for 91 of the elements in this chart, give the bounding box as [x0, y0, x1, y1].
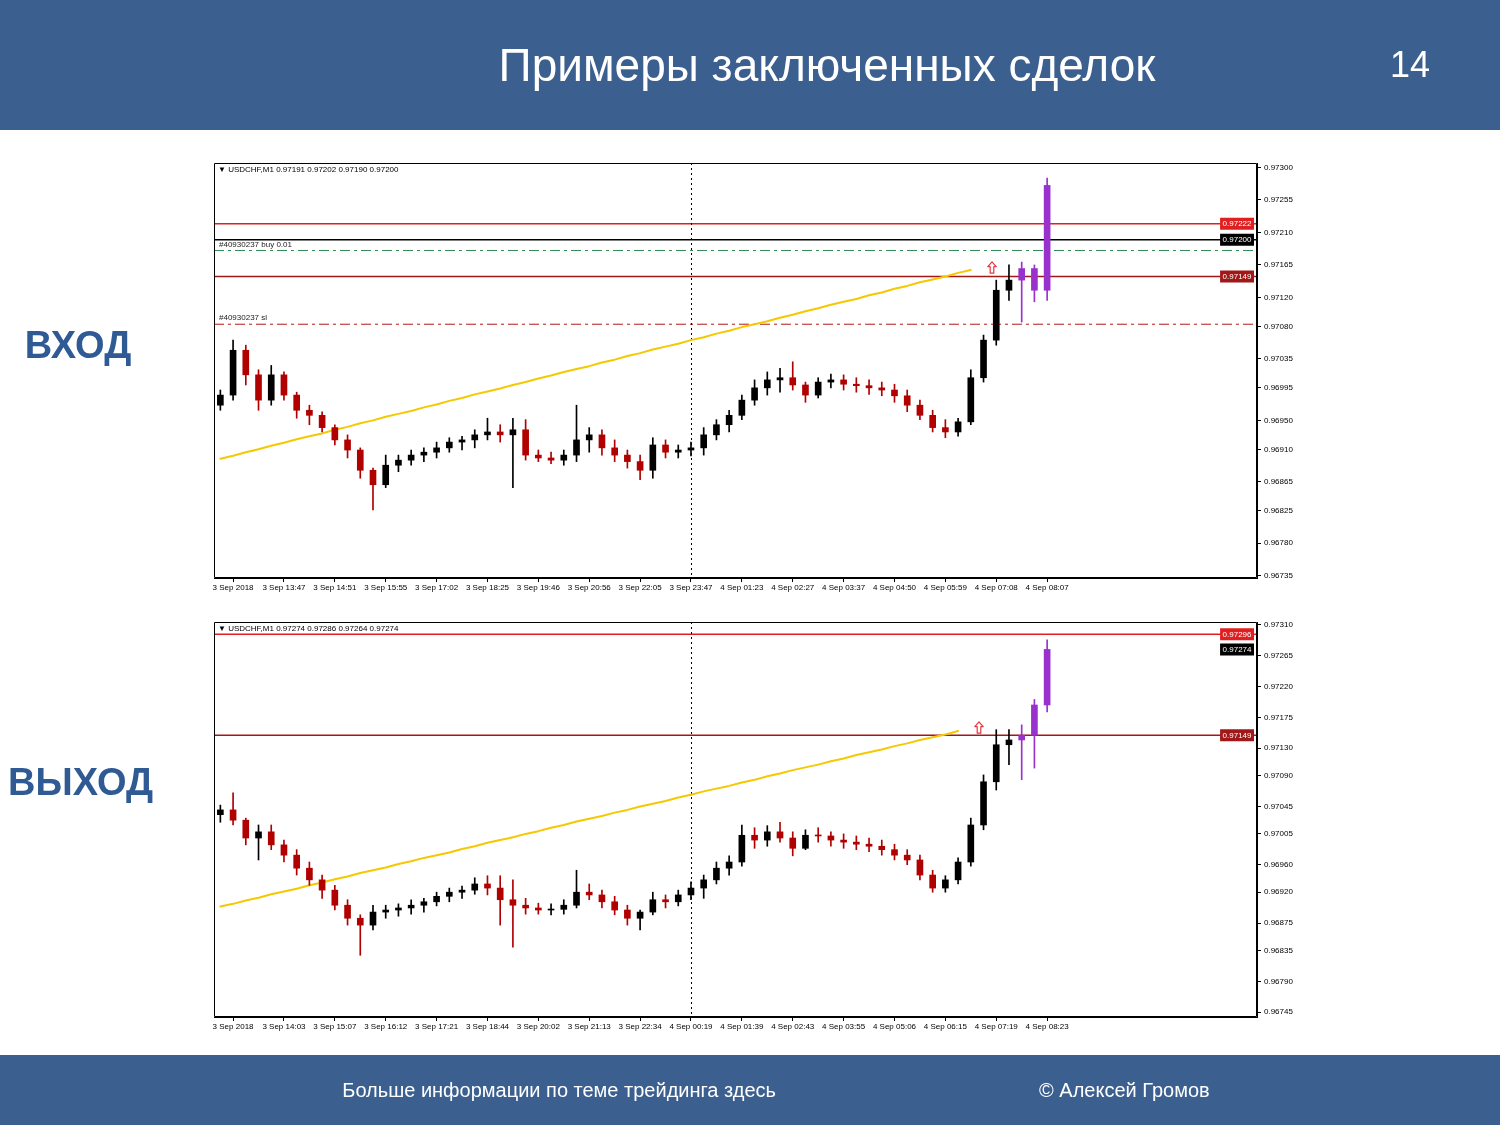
x-tick-label: 4 Sep 02:27: [771, 583, 815, 592]
text: Примеры заключенных сделок: [498, 39, 1156, 91]
candlestick: [509, 879, 517, 948]
x-tick-label: 4 Sep 06:15: [923, 1022, 968, 1031]
y-tick-label: 0.97045: [1264, 801, 1294, 811]
x-tick-label: 3 Sep 23:47: [669, 583, 714, 592]
annotation: 0.97274: [1222, 645, 1253, 655]
x-tick-label: 3 Sep 20:56: [567, 583, 612, 592]
y-tick-label: 0.96780: [1264, 538, 1294, 548]
y-tick-label: 0.97310: [1264, 619, 1294, 629]
ref-line-label: 0.97149: [1222, 730, 1253, 740]
y-tick-label: 0.96995: [1264, 383, 1294, 393]
y-tick-label: 0.96960: [1264, 859, 1294, 869]
x-tick-label: 3 Sep 22:05: [618, 583, 663, 592]
ref-line-label: 0.97200: [1222, 235, 1253, 245]
ref-line-label: 0.97296: [1222, 630, 1253, 640]
y-tick-label: 0.97255: [1264, 195, 1294, 205]
x-tick-label: 3 Sep 15:07: [313, 1022, 357, 1031]
ref-line-label: 0.97149: [1222, 272, 1253, 282]
text: © Алексей Громов: [1039, 1078, 1210, 1102]
y-tick-label: 0.96745: [1264, 1007, 1294, 1017]
x-tick-label: 3 Sep 14:51: [313, 583, 357, 592]
x-tick-label: 3 Sep 16:12: [364, 1022, 408, 1031]
y-tick-label: 0.97005: [1264, 829, 1294, 839]
annotation: ▼ USDCHF,M1 0.97274 0.97286 0.97264 0.97274: [218, 624, 400, 634]
candlestick: [865, 837, 873, 853]
y-tick-label: 0.97120: [1264, 292, 1294, 302]
x-tick-label: 4 Sep 03:37: [822, 583, 866, 592]
y-tick-label: 0.96825: [1264, 505, 1294, 515]
text: Больше информации по теме трейдинга здесь: [342, 1078, 776, 1102]
x-tick-label: 4 Sep 01:23: [720, 583, 764, 592]
y-tick-label: 0.97130: [1264, 743, 1294, 753]
y-tick-label: 0.97220: [1264, 681, 1294, 691]
candlestick: [776, 368, 784, 393]
x-tick-label: 4 Sep 05:59: [923, 583, 968, 592]
y-tick-label: 0.97080: [1264, 321, 1294, 331]
candlestick: [496, 875, 504, 926]
x-tick-label: 3 Sep 17:21: [415, 1022, 459, 1031]
x-tick-label: 4 Sep 02:43: [771, 1022, 815, 1031]
x-tick-label: 3 Sep 18:25: [465, 583, 510, 592]
x-tick-label: 4 Sep 05:06: [872, 1022, 917, 1031]
y-tick-label: 0.97300: [1264, 162, 1294, 172]
x-tick-label: 3 Sep 20:02: [516, 1022, 561, 1031]
x-tick-label: 3 Sep 15:55: [364, 583, 408, 592]
y-tick-label: 0.97210: [1264, 227, 1294, 237]
text: ВХОД: [23, 323, 133, 367]
y-tick-label: 0.96735: [1264, 571, 1294, 581]
ref-line-label: #40930237 buy 0.01: [219, 239, 293, 249]
text: ВЫХОД: [8, 760, 154, 804]
annotation: ▼ USDCHF,M1 0.97191 0.97202 0.97190 0.97200: [218, 165, 400, 175]
x-tick-label: 3 Sep 2018: [212, 1022, 255, 1031]
y-tick-label: 0.96875: [1264, 918, 1294, 928]
y-tick-label: 0.97265: [1264, 650, 1294, 660]
x-tick-label: 4 Sep 01:39: [720, 1022, 764, 1031]
y-tick-label: 0.97035: [1264, 354, 1294, 364]
x-tick-label: 4 Sep 07:19: [974, 1022, 1019, 1031]
y-tick-label: 0.97175: [1264, 712, 1294, 722]
x-tick-label: 3 Sep 14:03: [262, 1022, 307, 1031]
x-tick-label: 3 Sep 2018: [212, 583, 255, 592]
candlestick: [1018, 724, 1026, 781]
x-tick-label: 3 Sep 18:44: [465, 1022, 510, 1031]
candlestick: [585, 883, 593, 901]
y-tick-label: 0.96910: [1264, 444, 1294, 454]
x-tick-label: 4 Sep 04:50: [872, 583, 917, 592]
candlestick: [509, 417, 517, 488]
x-tick-label: 3 Sep 21:13: [567, 1022, 612, 1031]
text: 14: [1389, 44, 1430, 85]
ref-line-label: #40930237 sl: [219, 313, 268, 323]
y-tick-label: 0.96790: [1264, 976, 1294, 986]
candlestick: [1018, 261, 1026, 323]
candlestick: [356, 914, 364, 956]
y-tick-label: 0.96865: [1264, 477, 1294, 487]
candlestick: [585, 427, 593, 453]
x-tick-label: 3 Sep 22:34: [618, 1022, 663, 1031]
x-tick-label: 3 Sep 13:47: [262, 583, 307, 592]
y-tick-label: 0.96835: [1264, 945, 1294, 955]
x-tick-label: 3 Sep 17:02: [415, 583, 459, 592]
y-tick-label: 0.97165: [1264, 260, 1294, 270]
y-tick-label: 0.97090: [1264, 770, 1294, 780]
candlestick: [865, 379, 873, 395]
candlestick: [471, 429, 479, 449]
x-tick-label: 4 Sep 08:07: [1025, 583, 1070, 592]
x-tick-label: 4 Sep 07:08: [974, 583, 1019, 592]
x-tick-label: 4 Sep 08:23: [1025, 1022, 1070, 1031]
y-tick-label: 0.96950: [1264, 415, 1294, 425]
x-tick-label: 3 Sep 19:46: [516, 583, 561, 592]
candlestick: [458, 885, 466, 899]
ref-line-label: 0.97222: [1222, 219, 1253, 229]
x-tick-label: 4 Sep 03:55: [822, 1022, 866, 1031]
x-tick-label: 4 Sep 00:19: [669, 1022, 714, 1031]
y-tick-label: 0.96920: [1264, 887, 1294, 897]
